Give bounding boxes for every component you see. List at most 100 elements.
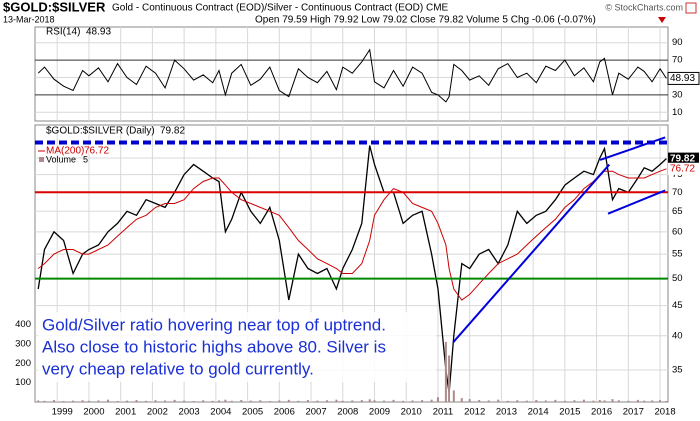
trend-line [599,136,666,161]
x-tick-label: 2012 [464,407,485,418]
volume-bar [87,400,90,402]
y-tick-label: 60 [672,226,683,237]
volume-bar [116,401,119,402]
volume-bar [37,400,40,402]
value-tag-label: 79.82 [670,153,695,164]
volume-bar [402,400,405,402]
annotation-line: Also close to historic highs above 80. S… [42,337,386,356]
volume-bar [126,400,129,402]
volume-bar [154,400,157,402]
volume-bar [554,399,557,402]
volume-bar [373,400,376,402]
volume-bar [268,401,271,402]
rsi-legend-name: RSI(14) [46,27,80,38]
y2-tick-label: 400 [15,319,31,330]
x-tick-label: 2009 [369,407,390,418]
volume-bar [164,400,167,402]
x-tick-label: 2018 [654,407,675,418]
x-tick-label: 2003 [179,407,200,418]
value-tag-label: 76.72 [670,163,695,174]
volume-bar [81,400,84,402]
x-tick-label: 2007 [305,407,326,418]
volume-bar [497,399,500,402]
volume-bar [627,400,630,402]
x-tick-label: 1999 [52,407,73,418]
volume-bar [573,400,576,402]
rsi-tick-label: 90 [672,37,683,48]
value-tag [668,152,699,165]
x-tick-label: 2014 [528,407,549,418]
value-tag-label: 48.93 [670,73,695,84]
volume-bar [617,400,620,402]
volume-bar [218,400,221,402]
volume-bar [665,401,668,402]
volume-bar [202,400,205,402]
price-line [37,145,667,394]
volume-bar [341,400,344,402]
legend-value: 5 [83,154,88,164]
legend-name: $GOLD:$SILVER (Daily) [46,126,155,137]
x-tick-label: 2002 [147,407,168,418]
x-tick-label: 2006 [274,407,295,418]
trend-line [452,163,611,343]
x-tick-label: 2013 [496,407,517,418]
rsi-tick-label: 10 [672,107,683,118]
symbol: $GOLD:$SILVER [3,0,106,14]
volume-bar [460,398,463,402]
volume-bar [135,400,138,402]
volume-bar [544,400,547,402]
volume-bar [335,399,338,402]
volume-bar [516,400,519,402]
menu-button[interactable] [685,2,697,14]
legend-swatch [39,157,44,162]
rsi-tick-label: 30 [672,89,683,100]
trend-line [607,189,666,215]
value-tag [668,162,699,175]
y-tick-label: 65 [672,206,683,217]
volume-bar [278,400,281,402]
volume-bar [611,399,614,402]
y2-tick-label: 300 [15,338,31,349]
annotation-box [38,312,436,382]
y-tick-label: 45 [672,300,683,311]
volume-bar [306,400,309,402]
volume-bar [145,400,148,402]
source: © StockCharts.com [605,2,683,12]
x-tick-label: 2008 [337,407,358,418]
volume-bar [240,400,243,402]
volume-bar [106,399,109,402]
volume-bar [636,399,639,402]
legend-value: 76.72 [84,146,109,157]
volume-bar [351,400,354,402]
annotation-line: Gold/Silver ratio hovering near top of u… [42,315,386,334]
volume-bar [297,400,300,402]
volume-bar [430,399,433,402]
annotation-line: very cheap relative to gold currently. [42,359,314,378]
volume-bar [452,390,455,402]
y-tick-label: 70 [672,187,683,198]
volume-bar [468,399,471,402]
y-tick-label: 55 [672,249,683,260]
volume-bar [525,400,528,402]
y2-tick-label: 100 [15,377,31,388]
description: Gold - Continuous Contract (EOD)/Silver … [112,3,449,14]
volume-bar [230,400,233,402]
down-arrow [658,17,666,23]
rsi-tick-label: 70 [672,55,683,66]
legend-name: MA(200) [46,146,84,157]
volume-bar [249,400,252,402]
rsi-legend-value: 48.93 [86,27,111,38]
volume-bar [563,400,566,402]
volume-bar [43,400,46,402]
x-tick-label: 2005 [242,407,263,418]
x-tick-label: 2015 [559,407,580,418]
legend-name: Volume [46,154,76,164]
y-tick-label: 50 [672,273,683,284]
x-tick-label: 2010 [401,407,422,418]
volume-bar [392,399,395,402]
volume-bar [62,401,65,402]
quote: Open 79.59 High 79.92 Low 79.02 Close 79… [255,15,596,26]
volume-bar [436,397,439,402]
volume-bar [287,399,290,402]
